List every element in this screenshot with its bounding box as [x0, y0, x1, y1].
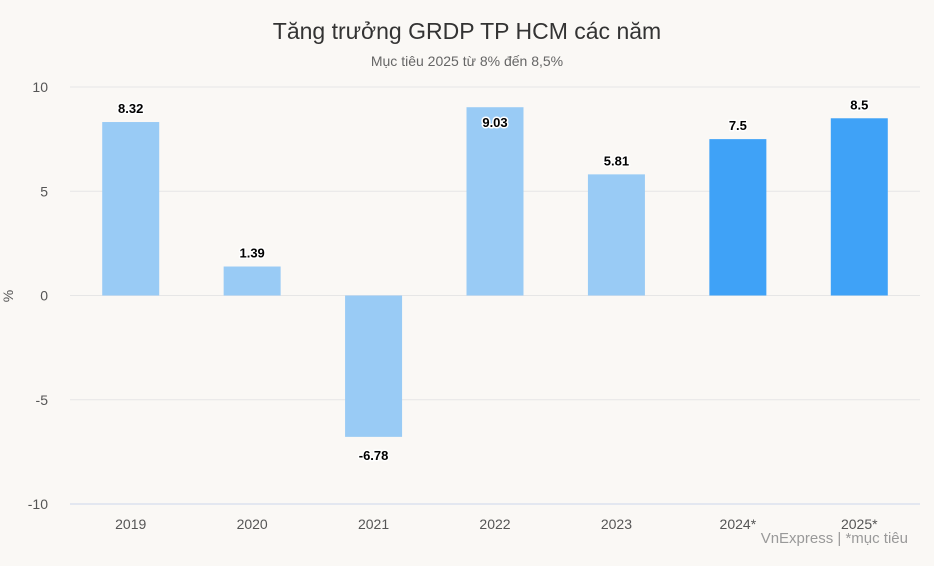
data-label: 8.32 [118, 101, 143, 116]
bar-2020[interactable] [223, 266, 281, 296]
x-tick-label: 2020 [237, 516, 268, 532]
data-label: 1.39 [239, 246, 264, 261]
y-tick-label: 0 [40, 288, 48, 304]
bar-2025-target[interactable] [830, 118, 888, 296]
y-tick-label: 10 [32, 79, 48, 95]
x-tick-label: 2022 [479, 516, 510, 532]
y-tick-label: 5 [40, 183, 48, 199]
bar-2024-target[interactable] [709, 139, 767, 296]
chart-subtitle: Mục tiêu 2025 từ 8% đến 8,5% [370, 53, 564, 69]
chart-credits: VnExpress | *mục tiêu [760, 530, 908, 547]
data-label: -6.78 [359, 448, 389, 463]
x-tick-label: 2025* [841, 516, 878, 532]
x-tick-label: 2024* [720, 516, 757, 532]
y-tick-label: -5 [36, 392, 49, 408]
y-tick-label: -10 [28, 496, 48, 512]
bar-2023[interactable] [587, 174, 645, 296]
data-label: 8.5 [850, 97, 868, 112]
x-tick-label: 2023 [601, 516, 632, 532]
bar-2021[interactable] [345, 295, 403, 437]
y-axis-label: % [0, 290, 16, 302]
chart-title: Tăng trưởng GRDP TP HCM các năm [272, 18, 662, 44]
data-label: 7.5 [729, 118, 747, 133]
data-label: 5.81 [604, 153, 629, 168]
bar-2022[interactable] [466, 107, 524, 296]
x-tick-label: 2021 [358, 516, 389, 532]
x-tick-label: 2019 [115, 516, 146, 532]
bar-2019[interactable] [102, 122, 160, 296]
data-label: 9.03 [482, 115, 507, 130]
